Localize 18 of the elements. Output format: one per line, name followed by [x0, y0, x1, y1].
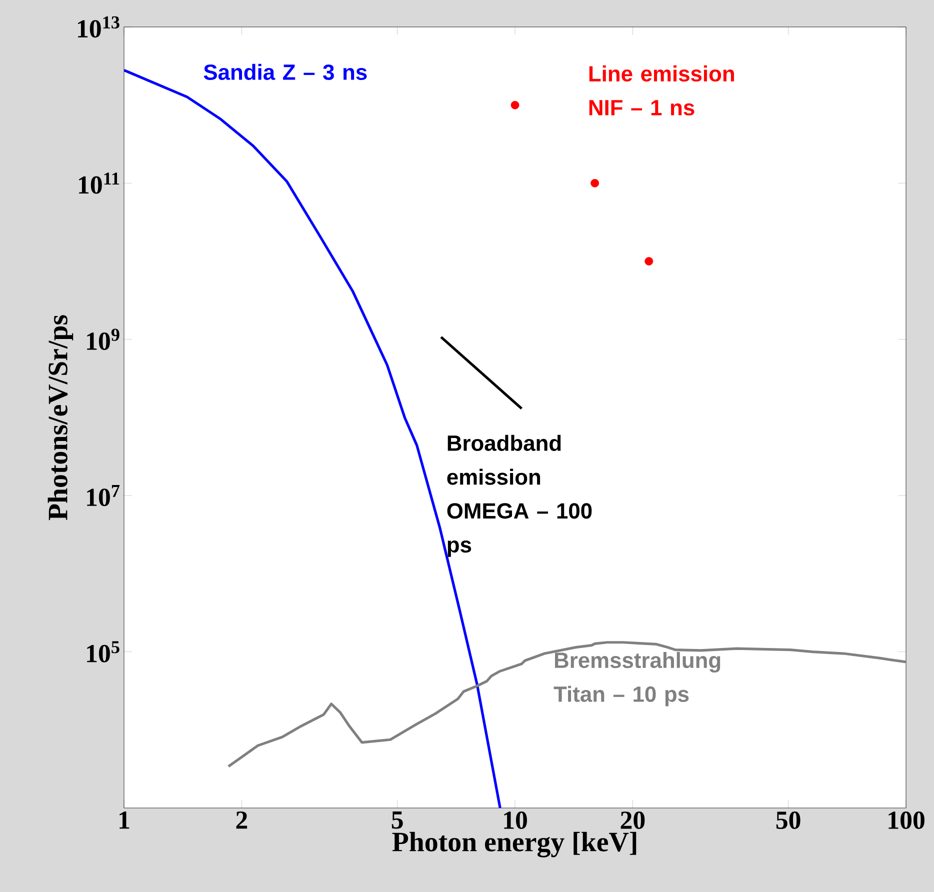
x-tick-label: 2: [236, 811, 248, 829]
text: Broadband emission OMEGA – 100 ps: [447, 434, 592, 557]
series-label: Sandia Z – 3 ns: [204, 64, 367, 80]
y-tick-label: 10$^{11}$: [79, 172, 120, 194]
x-tick-label: 10: [504, 811, 527, 829]
x-tick-label: 50: [776, 811, 800, 829]
x-axis-title: Photon energy [keV]: [392, 832, 636, 858]
x-tick-label: 100: [888, 811, 924, 829]
y-tick-label: 10$^{5}$: [87, 641, 120, 662]
series-label: Bremsstrahlung Titan – 10 ps: [554, 652, 720, 706]
y-tick-label: 10$^{13}$: [78, 16, 120, 38]
y-tick-label: 10$^{7}$: [87, 485, 120, 506]
x-tick-label: 20: [620, 811, 645, 829]
y-tick-label: 10$^{9}$: [87, 328, 120, 350]
y-axis-title: Photons/eV/Sr/ps: [48, 315, 74, 520]
text: Line emission NIF – 1 ns: [589, 65, 734, 116]
x-tick-label: 1: [120, 811, 130, 829]
x-tick-label: 5: [392, 811, 403, 829]
